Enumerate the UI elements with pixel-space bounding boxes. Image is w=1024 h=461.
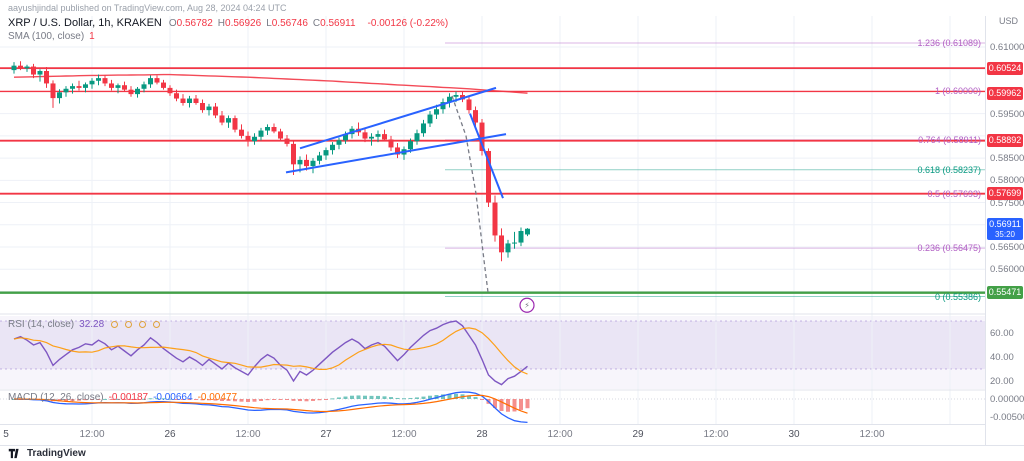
fib-level-label[interactable]: 0 (0.55386) (934, 291, 981, 302)
rsi-tick: 20.00 (990, 376, 1014, 387)
tradingview-logo-icon[interactable] (8, 447, 22, 460)
symbol-title[interactable]: XRP / U.S. Dollar, 1h, KRAKEN (8, 17, 162, 29)
price-tick: 0.57500 (990, 197, 1024, 209)
time-label: 30 (788, 429, 800, 440)
price-badge: 0.58892 (987, 134, 1023, 148)
time-label: 12:00 (859, 429, 885, 440)
price-badge: 0.55471 (987, 286, 1023, 300)
time-label: 29 (632, 429, 644, 440)
price-badge: 0.57699 (987, 187, 1023, 201)
attribution-bar: aayushjindal published on TradingView.co… (0, 0, 1024, 16)
price-badge: 0.60524 (987, 61, 1023, 75)
time-axis[interactable]: 5 12:00 26 12:00 27 12:00 28 12:00 29 12:00 30 12:0… (0, 424, 985, 446)
rsi-tick: 40.00 (990, 352, 1014, 363)
ohlc-key: O (168, 18, 177, 29)
rsi-value: 32.28 (79, 319, 105, 330)
attribution-text: aayushjindal published on TradingView.co… (8, 3, 287, 13)
macd-hist-value: -0.00187 (108, 392, 149, 403)
macd-tick: -0.00500 (990, 412, 1024, 423)
time-label: 12:00 (703, 429, 729, 440)
fib-level-label[interactable]: 0.764 (0.58911) (918, 134, 981, 145)
indicator-option-dot-icon (153, 321, 161, 328)
time-label: 5 (3, 429, 9, 440)
time-label: 27 (320, 429, 332, 440)
price-tick: 0.58000 (990, 175, 1024, 187)
indicator-option-dot-icon (125, 321, 133, 328)
price-axis[interactable]: USD 0.61000 0.59500 0.58500 0.58000 0.57500 0… (985, 0, 1024, 445)
time-label: 12:00 (235, 429, 261, 440)
ohlc-value: 0.56911 (320, 18, 356, 29)
macd-tick: 0.00000 (990, 394, 1024, 405)
price-badge: 0.56911 35:20 (987, 217, 1023, 240)
price-tick: 0.56500 (990, 242, 1024, 253)
ohlc-value: 0.56746 (271, 18, 308, 29)
fib-level-label[interactable]: 0.5 (0.57693) (927, 188, 981, 199)
indicator-option-dot-icon (139, 321, 147, 328)
macd-line-value: -0.00664 (153, 392, 193, 403)
sma-value: 1 (89, 31, 95, 42)
time-label: 12:00 (79, 429, 105, 440)
ohlc-value: 0.56782 (176, 18, 213, 29)
lightning-icon: ⚡ (524, 301, 530, 310)
ohlc-key: H (217, 18, 226, 29)
footer-bar: TradingView (0, 445, 1024, 461)
rsi-indicator-row[interactable]: RSI (14, close) 32.28 (8, 319, 161, 330)
ohlc-key: C (312, 18, 321, 29)
ohlc-key: L (266, 18, 272, 29)
fib-level-label[interactable]: 0.236 (0.56475) (917, 243, 981, 254)
time-label: 28 (476, 429, 488, 440)
fib-level-label[interactable]: 1.236 (0.61089) (917, 38, 981, 49)
fib-level-label[interactable]: 0.618 (0.58237) (917, 164, 981, 175)
change-value: -0.00126 (-0.22%) (367, 18, 449, 29)
sma-label: SMA (100, close) (8, 31, 85, 42)
time-label: 12:00 (547, 429, 573, 440)
rsi-label: RSI (14, close) (8, 319, 75, 330)
price-tick: 0.56000 (990, 264, 1024, 276)
rsi-tick: 60.00 (990, 328, 1014, 339)
ohlc-values: O0.56782 H0.56926 L0.56746 C0.56911 (169, 18, 361, 29)
fib-level-label[interactable]: 1 (0.60000) (934, 86, 981, 97)
time-label: 12:00 (391, 429, 417, 440)
tradingview-brand-text[interactable]: TradingView (27, 448, 86, 459)
price-tick: 0.58500 (990, 153, 1024, 165)
price-tick: 0.59500 (990, 108, 1024, 120)
macd-signal-value: -0.00477 (197, 392, 238, 403)
macd-label: MACD (12, 26, close) (8, 392, 104, 403)
indicator-option-dot-icon (111, 321, 119, 328)
price-tick: 0.61000 (990, 42, 1024, 53)
macd-indicator-row[interactable]: MACD (12, 26, close) -0.00187 -0.00664 -… (8, 392, 237, 403)
ohlc-value: 0.56926 (225, 18, 262, 29)
currency-label: USD (998, 16, 1018, 26)
price-badge: 0.59962 (987, 86, 1023, 100)
time-label: 26 (164, 429, 176, 440)
sma-indicator-row[interactable]: SMA (100, close) 1 (8, 31, 95, 42)
symbol-status-row: XRP / U.S. Dollar, 1h, KRAKEN O0.56782 H0… (8, 17, 448, 29)
bar-countdown: 35:20 (994, 229, 1016, 239)
